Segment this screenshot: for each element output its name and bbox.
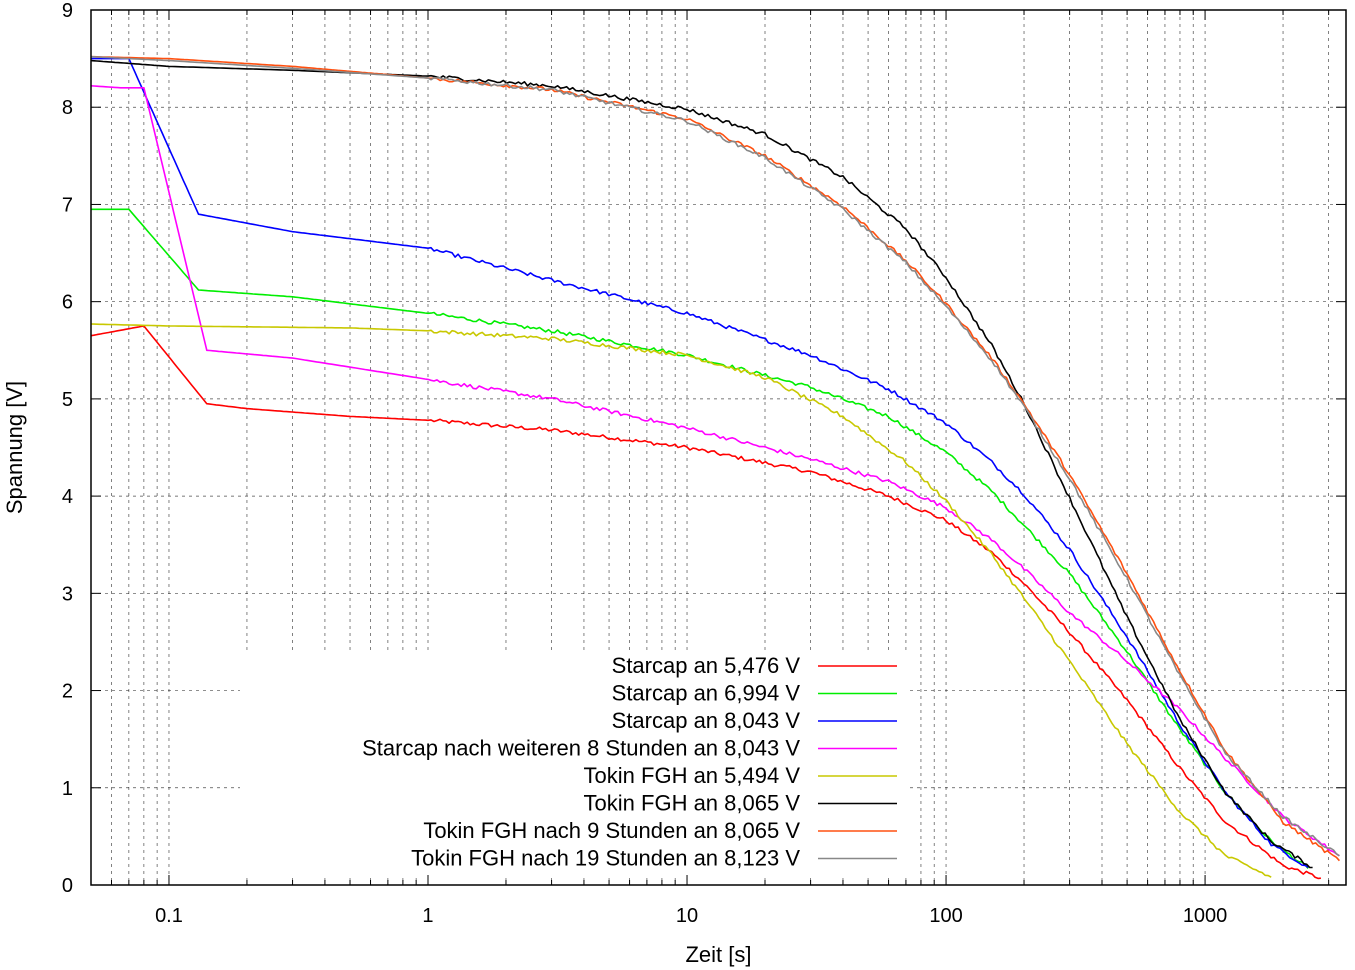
legend-label: Tokin FGH nach 19 Stunden an 8,123 V	[411, 846, 800, 871]
y-tick-label: 6	[62, 292, 73, 314]
series-line-0	[90, 325, 1321, 880]
x-tick-label: 1	[422, 905, 433, 927]
y-tick-label: 1	[62, 778, 73, 800]
x-tick-label: 10	[676, 905, 698, 927]
series-line-2	[91, 57, 1309, 869]
legend-label: Starcap an 8,043 V	[612, 708, 801, 733]
y-tick-label: 4	[62, 486, 73, 508]
x-axis-label: Zeit [s]	[685, 942, 751, 967]
tick-labels: 0 1 2 3 4 5 6 7 8 9 0.1 1 10 100 1000	[62, 0, 1227, 927]
y-tick-label: 9	[62, 0, 73, 22]
legend-label: Starcap an 6,994 V	[612, 681, 801, 706]
y-tick-label: 0	[62, 875, 73, 897]
legend-label: Starcap nach weiteren 8 Stunden an 8,043…	[362, 736, 800, 761]
y-tick-label: 5	[62, 389, 73, 411]
series-line-3	[90, 85, 1340, 857]
series-line-5	[90, 59, 1313, 869]
legend-label: Tokin FGH nach 9 Stunden an 8,065 V	[423, 818, 800, 843]
legend-label: Tokin FGH an 5,494 V	[584, 763, 801, 788]
y-tick-label: 8	[62, 97, 73, 119]
legend-background	[240, 650, 907, 878]
y-tick-label: 3	[62, 583, 73, 605]
legend-label: Starcap an 5,476 V	[612, 653, 801, 678]
y-axis-label: Spannung [V]	[2, 381, 27, 514]
series-layer	[90, 55, 1340, 880]
x-tick-label: 100	[929, 905, 962, 927]
x-tick-label: 1000	[1183, 905, 1228, 927]
series-line-7	[90, 55, 1340, 857]
plot-frame	[90, 9, 1347, 886]
y-tick-label: 7	[62, 194, 73, 216]
series-line-4	[90, 323, 1272, 878]
ticks	[90, 9, 1346, 886]
legend-label: Tokin FGH an 8,065 V	[584, 791, 801, 816]
y-tick-label: 2	[62, 681, 73, 703]
x-tick-label: 0.1	[155, 905, 183, 927]
